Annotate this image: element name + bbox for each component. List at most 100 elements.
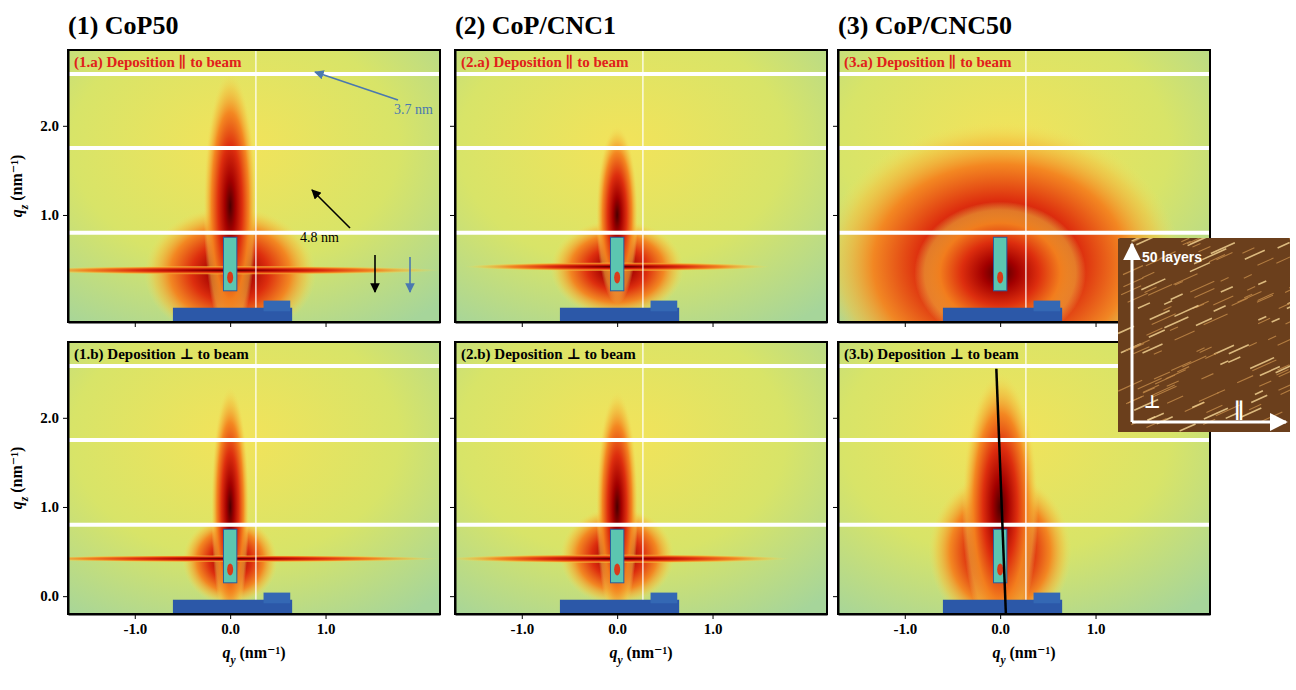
inset-fibre	[1205, 353, 1217, 358]
inset-fibre	[1245, 250, 1265, 259]
inset-fibre	[1177, 367, 1189, 372]
direct-beam	[227, 271, 233, 283]
inset-fibre	[1126, 396, 1142, 403]
inset-fibre	[1170, 327, 1178, 331]
inset-fibre	[1258, 293, 1274, 300]
inset-texture	[1118, 238, 1290, 431]
direct-beam	[614, 563, 620, 575]
inset-fibre	[1138, 378, 1162, 389]
inset-fibre	[1249, 343, 1257, 347]
panel-title: (2.b) Deposition ⊥ to beam	[461, 346, 636, 363]
inset-fibre	[1152, 314, 1176, 325]
detector-gap	[838, 523, 1210, 527]
inset-fibre	[1247, 287, 1255, 291]
y-axis: 1.02.0	[40, 51, 68, 323]
inset-fibre	[1244, 275, 1252, 279]
beam-stop-base	[651, 593, 678, 604]
panel-title: (1.b) Deposition ⊥ to beam	[74, 346, 249, 363]
x-axis: -1.00.01.0	[456, 614, 828, 637]
inset-fibre	[1278, 385, 1290, 390]
detector-gap	[255, 50, 256, 322]
inset-fibre	[1244, 294, 1252, 298]
direct-beam	[614, 271, 620, 283]
scattering-intensity	[596, 391, 638, 614]
beam-stop	[610, 237, 623, 291]
tick: 0.0	[40, 588, 68, 604]
annotation-arrow	[409, 257, 411, 292]
inset-fibre	[1182, 356, 1206, 367]
x-axis-title: qy (nm⁻¹)	[222, 644, 285, 667]
inset-fibre	[1133, 347, 1149, 354]
guide-line	[996, 369, 1006, 614]
inset-fibre	[1211, 243, 1235, 254]
beam-stop-base	[651, 301, 678, 312]
inset-fibre	[1229, 345, 1249, 354]
inset-fibre	[1268, 336, 1276, 340]
detector-gap	[1025, 342, 1026, 614]
inset-fibre	[1173, 274, 1197, 285]
beam-stop	[610, 529, 623, 583]
direct-beam	[997, 563, 1003, 575]
x-axis: -1.00.01.0	[69, 614, 441, 637]
scattering-intensity	[914, 202, 1086, 322]
panel-title: (2.a) Deposition ∥ to beam	[461, 54, 629, 71]
inset-fibre	[1259, 381, 1271, 386]
inset-fibre	[1202, 249, 1226, 260]
detector-gap	[642, 342, 643, 614]
detector-gap	[68, 523, 440, 527]
panel-title: (1.a) Deposition ∥ to beam	[74, 54, 242, 71]
inset-fibre	[1204, 408, 1228, 419]
beam-stop	[223, 237, 236, 291]
column-title: (3) CoP/CNC50	[838, 11, 1012, 40]
tick: 2.0	[40, 410, 68, 426]
detector-gap	[838, 438, 1210, 442]
scattering-intensity	[203, 72, 256, 322]
annotation: 3.7 nm	[394, 102, 433, 117]
tick: 0.0	[608, 614, 627, 637]
tick-label: 0.0	[221, 621, 240, 637]
inset-fibre	[1126, 340, 1150, 351]
inset-fibre	[1216, 253, 1232, 260]
inset-fibre	[1258, 281, 1266, 285]
detector-gap	[838, 231, 1210, 235]
inset-fibre	[1257, 295, 1273, 302]
column-title: (1) CoP50	[68, 11, 178, 40]
beam-stop-base	[1034, 593, 1061, 604]
inset-arrow	[1131, 244, 1134, 422]
inset-fibre	[1242, 248, 1254, 253]
inset-label: ⊥	[1144, 392, 1160, 412]
inset-fibre	[1272, 318, 1280, 322]
inset-fibre	[1166, 370, 1186, 379]
inset-fibre	[1278, 334, 1290, 345]
beam-stop-base	[1034, 301, 1061, 312]
tick-label: 1.0	[704, 621, 723, 637]
detector-gap	[455, 364, 827, 368]
inset-fibre	[1281, 384, 1290, 395]
inset-fibre	[1221, 278, 1229, 282]
inset-fibre	[1167, 396, 1183, 403]
panel-title: (3.b) Deposition ⊥ to beam	[844, 346, 1019, 363]
inset-fibre	[1154, 372, 1170, 379]
inset-fibre	[1149, 330, 1165, 337]
inset-fibre	[1180, 424, 1196, 431]
inset-fibre	[1187, 238, 1207, 244]
panel: -1.00.01.0qy (nm⁻¹)(2.b) Deposition ⊥ to…	[445, 342, 827, 667]
panel: -1.00.01.00.01.02.0qy (nm⁻¹)qz (nm⁻¹)(1.…	[8, 342, 441, 667]
scattering-intensity	[68, 266, 440, 275]
tick: 0.0	[991, 614, 1010, 637]
x-axis-title: qy (nm⁻¹)	[992, 644, 1055, 667]
inset-label: 50 layers	[1142, 249, 1202, 265]
panel: 1.02.0qz (nm⁻¹)(1.a) Deposition ∥ to bea…	[8, 50, 441, 340]
inset-fibre	[1148, 413, 1164, 420]
panel-title: (3.a) Deposition ∥ to beam	[844, 54, 1012, 71]
inset-fibre	[1192, 244, 1200, 248]
inset-fibre	[1118, 380, 1142, 391]
inset-fibre	[1213, 296, 1233, 305]
panel: (2.a) Deposition ∥ to beam	[450, 50, 828, 327]
beam-stop-base	[264, 301, 291, 312]
inset-fibre	[1174, 306, 1198, 317]
inset-fibre	[1204, 314, 1228, 325]
plot-area	[455, 342, 827, 614]
tick-label: 2.0	[40, 410, 59, 426]
tick: -1.0	[123, 614, 147, 637]
